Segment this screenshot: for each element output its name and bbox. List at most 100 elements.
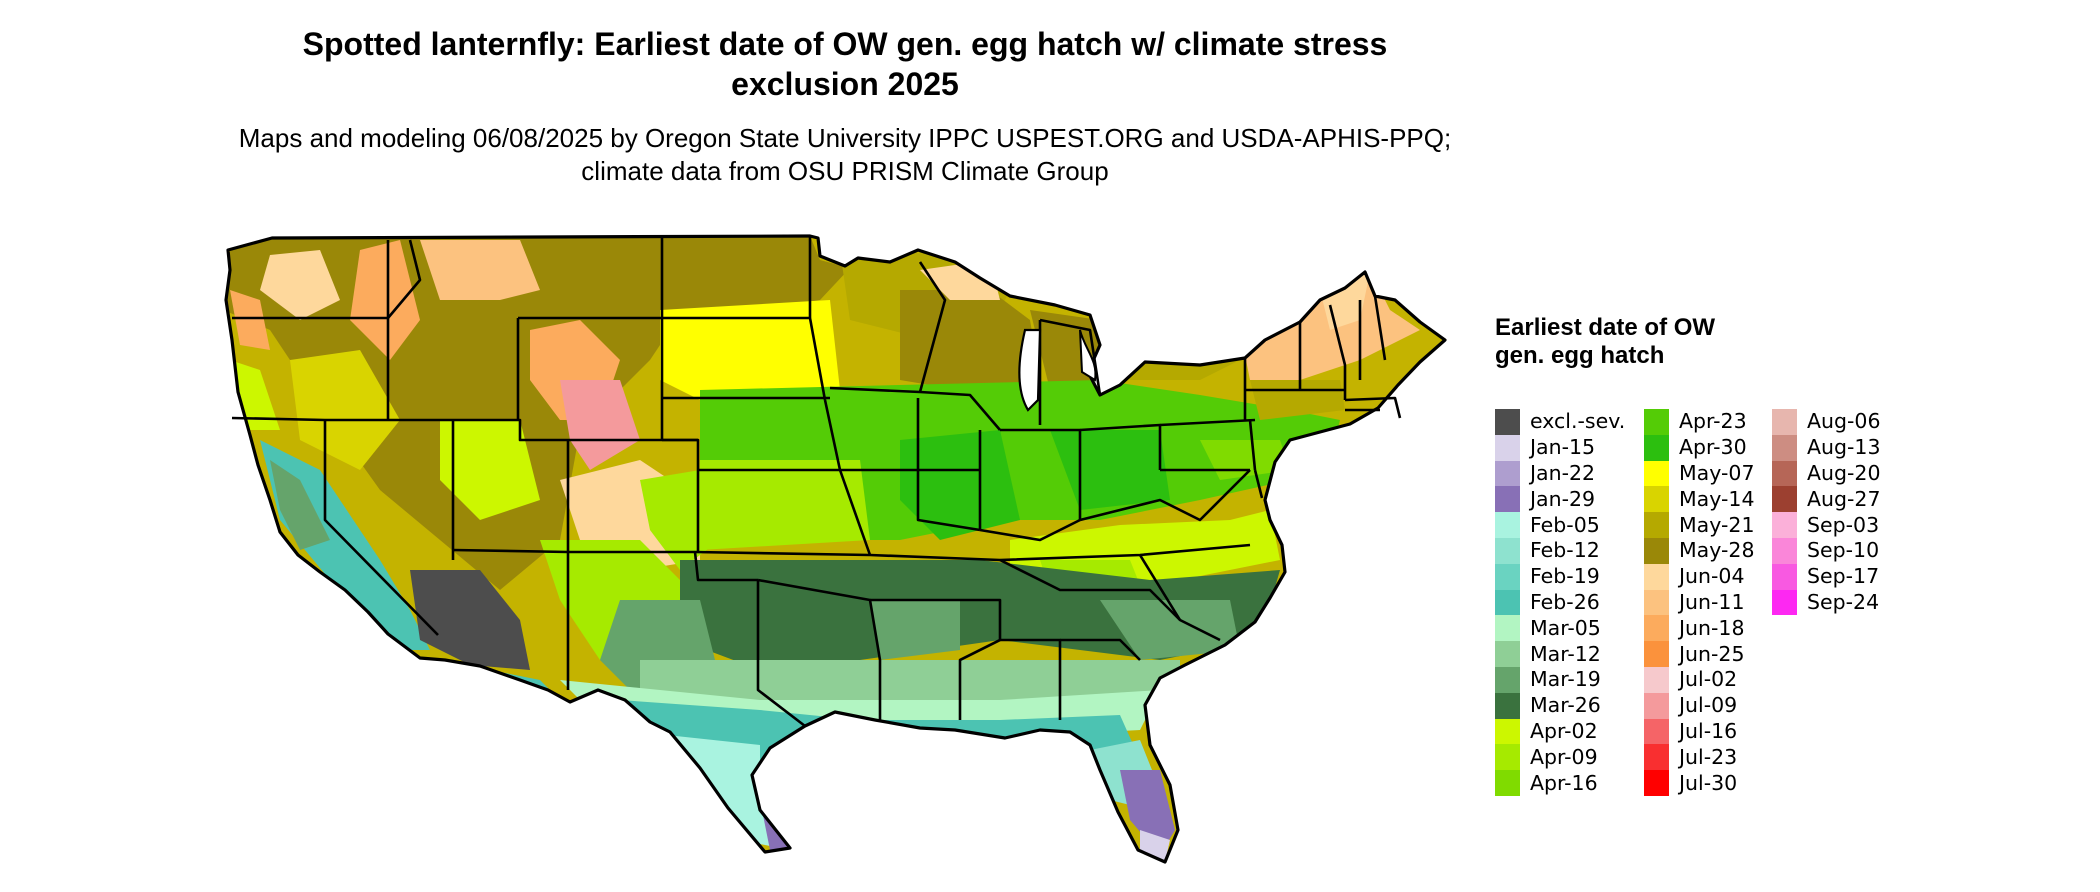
legend-label: Aug-13 [1807,435,1881,460]
legend-item: Feb-26 [1495,589,1625,616]
legend-item: Jun-25 [1644,641,1755,667]
legend-label: May-07 [1679,460,1755,485]
legend-swatch [1495,744,1520,771]
legend-swatch [1644,486,1669,513]
legend-item: Jun-11 [1644,589,1755,616]
legend-item: Jun-18 [1644,615,1755,642]
legend-item: Jul-23 [1644,744,1755,771]
legend-item: Aug-06 [1772,409,1881,435]
legend-label: Mar-12 [1530,641,1601,666]
legend-swatch [1644,460,1669,487]
legend-swatch [1644,744,1669,771]
legend-item: Sep-24 [1772,589,1881,616]
legend-label: Apr-30 [1679,435,1747,460]
legend-label: Apr-16 [1530,770,1598,795]
legend-label: May-21 [1679,512,1755,537]
legend-swatch [1644,589,1669,616]
legend-column: Apr-23 Apr-30 May-07 May-14 May-21 May-28 Jun-… [1644,409,1755,796]
legend-swatch [1644,770,1669,796]
legend-item: Mar-05 [1495,615,1625,642]
legend-label: Feb-05 [1530,512,1600,537]
legend-swatch [1495,486,1520,513]
legend-swatch [1644,692,1669,719]
legend-item: May-07 [1644,460,1755,487]
legend-label: Sep-03 [1807,512,1880,537]
legend-label: Jan-29 [1530,486,1596,511]
legend-swatch [1772,563,1797,590]
legend-swatch [1495,641,1520,667]
legend-item: Apr-30 [1644,434,1755,461]
legend-label: Apr-23 [1679,409,1747,434]
legend-item: Feb-05 [1495,512,1625,538]
legend-column: Aug-06 Aug-13 Aug-20 Aug-27 Sep-03 Sep-10 Sep-… [1772,409,1881,616]
legend-item: Jun-04 [1644,563,1755,590]
legend-label: Aug-06 [1807,409,1881,434]
legend-label: excl.-sev. [1530,409,1626,434]
legend-item: Apr-02 [1495,718,1625,745]
legend-item: Apr-09 [1495,744,1625,771]
legend-item: Apr-23 [1644,409,1755,435]
legend-item: Mar-19 [1495,666,1625,693]
legend-swatch [1772,537,1797,564]
legend-swatch [1495,666,1520,693]
legend-item: Mar-26 [1495,692,1625,719]
legend-label: May-14 [1679,486,1755,511]
legend-label: Mar-05 [1530,615,1601,640]
legend-swatch [1644,409,1669,435]
legend-item: Jul-16 [1644,718,1755,745]
legend-swatch [1772,589,1797,616]
legend-item: Sep-10 [1772,537,1881,564]
legend-label: Jul-23 [1679,744,1738,769]
legend-label: May-28 [1679,538,1755,563]
legend-item: Feb-12 [1495,537,1625,564]
legend-swatch [1644,615,1669,642]
legend-item: Jan-15 [1495,434,1625,461]
legend-swatch [1772,434,1797,461]
legend-label: Apr-09 [1530,744,1598,769]
map-title: Spotted lanternfly: Earliest date of OW … [302,26,1388,102]
legend-label: Jun-11 [1679,589,1745,614]
legend-title: Earliest date of OW gen. egg hatch [1495,314,1716,369]
legend-swatch [1644,666,1669,693]
legend-swatch [1644,434,1669,461]
legend-swatch [1495,692,1520,719]
legend-item: excl.-sev. [1495,409,1625,435]
legend-swatch [1495,537,1520,564]
legend-swatch [1772,512,1797,538]
legend-swatch [1495,718,1520,745]
legend-label: Jun-04 [1679,564,1745,589]
legend-item: Sep-03 [1772,512,1881,538]
legend-swatch [1495,770,1520,796]
legend-swatch [1495,563,1520,590]
legend-swatch [1644,641,1669,667]
legend-item: Jul-09 [1644,692,1755,719]
legend-swatch [1495,434,1520,461]
legend-label: Aug-27 [1807,486,1881,511]
legend-swatch [1772,460,1797,487]
legend-label: Feb-19 [1530,564,1600,589]
legend-item: Jul-02 [1644,666,1755,693]
legend-item: Jul-30 [1644,770,1755,796]
legend-label: Jan-15 [1530,435,1596,460]
legend-label: Mar-26 [1530,693,1601,718]
legend-item: Apr-16 [1495,770,1625,796]
legend-item: Aug-20 [1772,460,1881,487]
legend-swatch [1772,409,1797,435]
legend-swatch [1495,615,1520,642]
legend-label: Mar-19 [1530,667,1601,692]
legend-label: Sep-10 [1807,538,1880,563]
legend-label: Apr-02 [1530,718,1598,743]
legend-label: Sep-17 [1807,564,1880,589]
legend-item: Jan-29 [1495,486,1625,513]
legend-swatch [1644,512,1669,538]
legend-swatch [1644,537,1669,564]
legend-column: excl.-sev. Jan-15 Jan-22 Jan-29 Feb-05 Feb-12… [1495,409,1625,796]
legend-label: Jun-25 [1679,641,1745,666]
legend-swatch [1495,589,1520,616]
legend-swatch [1772,486,1797,513]
legend-label: Feb-12 [1530,538,1600,563]
legend-item: Feb-19 [1495,563,1625,590]
legend-item: Jan-22 [1495,460,1625,487]
legend-label: Jul-02 [1679,667,1738,692]
legend-item: Aug-13 [1772,434,1881,461]
